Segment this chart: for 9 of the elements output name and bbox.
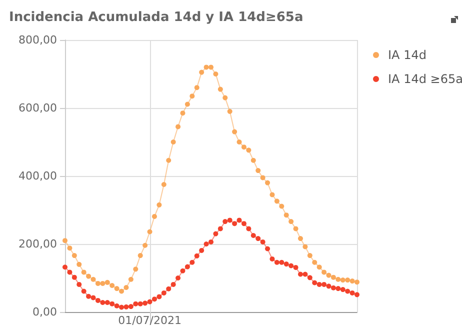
chart-title: Incidencia Acumulada 14d y IA 14d≥65a <box>9 10 304 25</box>
y-tick-label: 200,00 <box>18 238 57 250</box>
x-tick-label: 01/07/2021 <box>118 314 182 327</box>
legend-label: IA 14d ≥65a <box>388 72 462 86</box>
legend-label: IA 14d <box>388 48 426 62</box>
y-tick-label: 0,00 <box>32 306 57 318</box>
y-tick-label: 600,00 <box>18 102 57 114</box>
y-tick-label: 800,00 <box>18 34 57 46</box>
y-tick-label: 400,00 <box>18 170 57 182</box>
